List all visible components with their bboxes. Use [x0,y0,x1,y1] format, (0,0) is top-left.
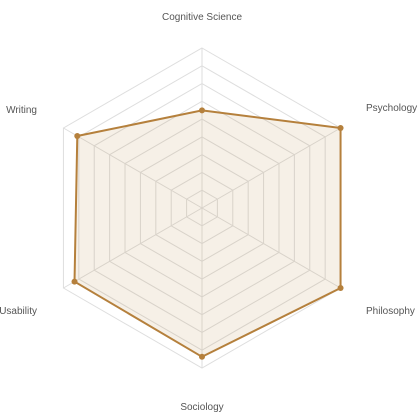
axis-label-psychology: Psychology [366,103,417,114]
axis-label-writing: Writing [6,105,37,116]
data-point-psychology[interactable] [337,125,344,131]
axis-spoke [201,127,341,209]
data-point-cognitive-science[interactable] [199,107,205,114]
axis-label-usability: Usability [0,306,37,317]
data-point-philosophy[interactable] [337,285,344,291]
axis-spoke [63,127,203,209]
data-point-writing[interactable] [74,133,81,139]
grid-layer [62,47,342,369]
axis-label-philosophy: Philosophy [366,306,415,317]
axis-spoke [201,207,341,289]
axis-label-layer: Cognitive Science Psychology Philosophy Soc… [0,12,417,413]
data-point-usability[interactable] [71,278,78,285]
data-point-sociology[interactable] [199,353,205,360]
axis-spoke [63,207,203,289]
series-layer [71,107,344,360]
axis-label-cognitive-science: Cognitive Science [162,12,242,23]
axis-label-sociology: Sociology [180,402,223,413]
series-area [73,109,342,358]
